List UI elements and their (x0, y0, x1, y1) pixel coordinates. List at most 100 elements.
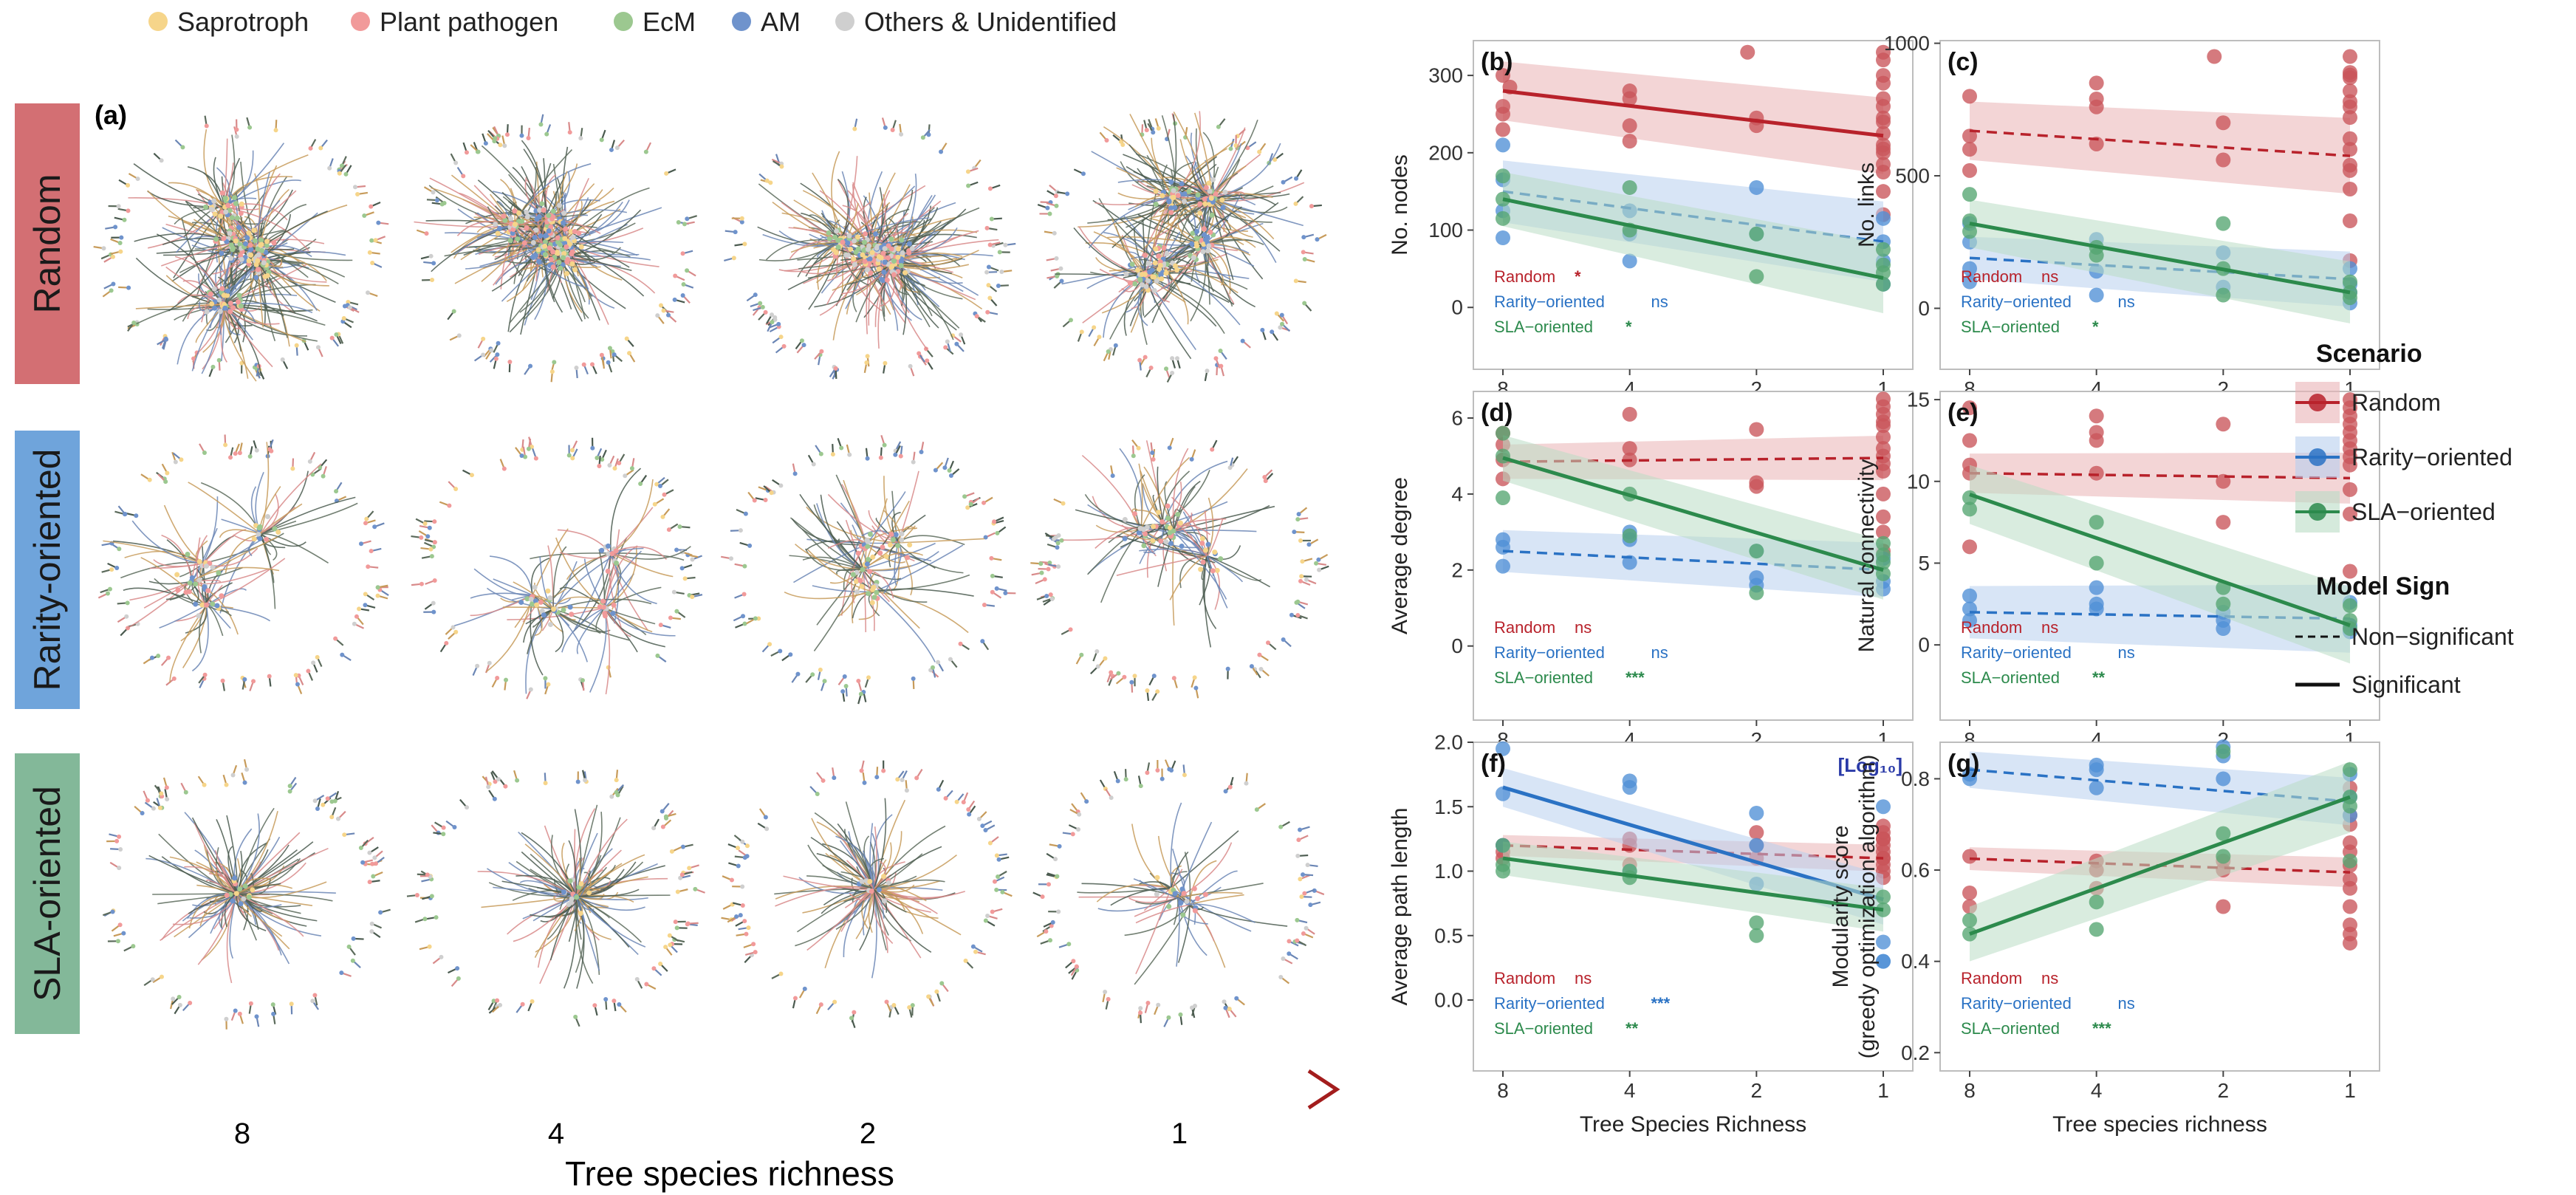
scenario-item-label: Rarity−oriented (2351, 444, 2512, 470)
data-point (2216, 152, 2231, 168)
legend-label: Saprotroph (177, 7, 309, 37)
data-point (1962, 142, 1977, 157)
legend-label: EcM (643, 7, 696, 37)
fit-line (1502, 456, 1884, 572)
legend-swatch (835, 12, 854, 31)
data-point (2216, 115, 2231, 131)
data-point (1622, 134, 1637, 149)
network-0-2 (724, 117, 1016, 380)
data-point (2216, 849, 2231, 864)
data-point (1496, 558, 1510, 574)
data-point (1962, 89, 1977, 104)
sig-marker: * (1626, 318, 1632, 336)
data-point (1749, 825, 1764, 840)
data-point (2089, 894, 2104, 910)
data-point (1962, 261, 1977, 276)
panel-letter: (b) (1481, 48, 1513, 76)
y-axis-label: No. nodes (1388, 154, 1412, 256)
data-point (1962, 162, 1977, 178)
data-point (1962, 187, 1977, 202)
confidence-band (1503, 172, 1883, 314)
y-axis-label: No. links (1854, 162, 1879, 247)
y-tick-label: 0 (1918, 297, 1930, 320)
confidence-band (1970, 101, 2350, 194)
y-axis-label: Average path length (1388, 808, 1412, 1006)
data-point (1622, 91, 1637, 106)
fit-line (1969, 611, 2351, 620)
data-point (2089, 601, 2104, 617)
legend-item-3: AM (732, 7, 801, 37)
series-2 (1496, 168, 1891, 314)
sig-marker: ns (1575, 969, 1592, 987)
legend-swatch (732, 12, 751, 31)
data-point (1749, 544, 1764, 559)
data-point (2343, 65, 2357, 81)
row-label-text: Random (27, 174, 68, 314)
x-tick-label: 8 (1964, 1079, 1976, 1102)
data-point (1496, 168, 1510, 184)
data-point (2343, 935, 2357, 951)
data-point (2216, 899, 2231, 914)
panel-letter: (c) (1948, 48, 1979, 76)
legend-label: Plant pathogen (380, 7, 558, 37)
data-point (2343, 94, 2357, 109)
data-point (1876, 414, 1891, 430)
sig-marker: * (1575, 267, 1581, 286)
legend-item-2: EcM (614, 7, 696, 37)
data-point (1876, 75, 1891, 91)
data-point (2343, 433, 2357, 448)
data-point (1749, 805, 1764, 821)
data-point (1962, 539, 1977, 555)
panel-letter: (d) (1481, 399, 1513, 427)
sig-series-name: Random (1961, 267, 2022, 286)
data-point (2343, 290, 2357, 306)
row-label-2: SLA-oriented (15, 753, 80, 1034)
data-point (1622, 528, 1637, 544)
sig-marker: ns (2118, 292, 2135, 311)
panel-a-networks: (a) Random Rarity-oriented SLA-oriented 8 4… (15, 100, 1340, 1193)
data-point (2089, 555, 2104, 571)
data-point (2089, 99, 2104, 114)
sig-series-name: Random (1494, 618, 1555, 637)
sig-series-name: SLA−oriented (1961, 668, 2060, 687)
confidence-band (1503, 435, 1883, 600)
data-point (1496, 838, 1510, 853)
y-axis-label: Average degree (1388, 477, 1412, 634)
row-label-text: SLA-oriented (27, 786, 68, 1001)
data-point (1622, 253, 1637, 269)
data-point (2343, 392, 2357, 408)
model-sign-label: Significant (2351, 671, 2461, 698)
data-point (1876, 99, 1891, 114)
series-2 (1496, 838, 1891, 943)
data-point (2343, 762, 2357, 778)
data-point (2343, 408, 2357, 424)
confidence-band (1503, 841, 1883, 932)
sig-marker: *** (1651, 994, 1671, 1013)
y-tick-label: 2.0 (1434, 731, 1463, 754)
data-point (2216, 515, 2231, 530)
data-point (1962, 274, 1977, 290)
y-tick-label: 1.5 (1434, 795, 1463, 818)
data-point (1749, 479, 1764, 494)
data-point (1876, 953, 1891, 969)
sig-marker: ns (1651, 643, 1668, 662)
scenario-item-2: SLA−oriented (2295, 491, 2496, 533)
model-sign-title: Model Sign (2316, 572, 2450, 600)
data-point (2343, 457, 2357, 473)
y-tick-label: 0.6 (1901, 859, 1930, 882)
row-bar (15, 431, 80, 709)
confidence-band (1970, 199, 2350, 323)
legend-item-4: Others & Unidentified (835, 7, 1117, 37)
network-2-1 (406, 770, 705, 1027)
data-point (1749, 585, 1764, 600)
series-2 (1496, 425, 1891, 600)
y-tick-label: 500 (1895, 165, 1930, 188)
y-tick-label: 300 (1428, 64, 1463, 87)
data-point (1749, 179, 1764, 195)
y-tick-label: 6 (1451, 407, 1463, 430)
data-point (1962, 433, 1977, 448)
series-0 (1962, 392, 2357, 579)
y-tick-label: 10 (1907, 470, 1930, 493)
sig-marker: ns (1575, 618, 1592, 637)
